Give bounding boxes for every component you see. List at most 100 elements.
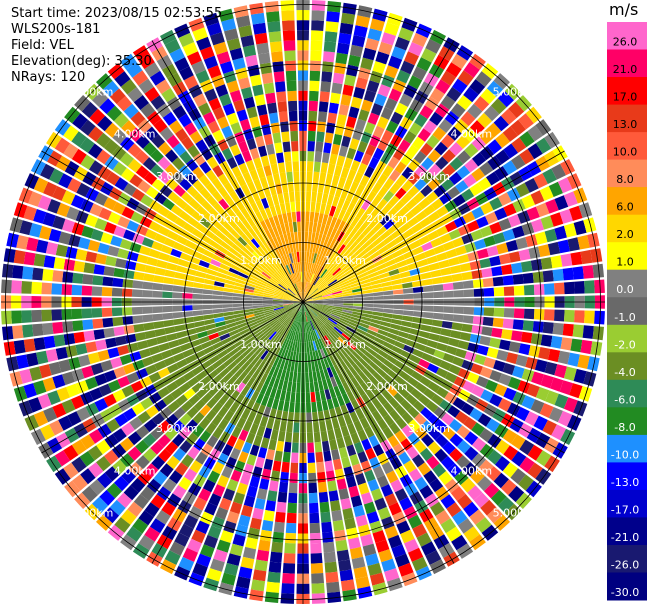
velocity-gate [332,72,345,85]
velocity-gate [157,225,170,237]
velocity-gate [219,367,230,378]
velocity-gate [354,441,364,454]
velocity-gate [329,315,340,322]
velocity-gate [383,177,395,190]
velocity-gate [261,324,271,333]
velocity-gate [66,206,80,221]
velocity-gate [249,589,264,602]
velocity-gate [329,439,338,451]
velocity-gate [198,488,212,502]
velocity-gate [306,181,312,192]
velocity-gate [303,302,313,305]
velocity-gate [477,476,493,492]
velocity-gate [376,226,387,237]
velocity-gate [215,363,227,374]
velocity-gate [419,376,432,387]
velocity-gate [193,315,204,322]
velocity-gate [373,296,384,300]
colorbar-tick-label: 1.0 [616,256,634,269]
velocity-gate [341,456,351,469]
velocity-gate [266,342,275,352]
velocity-gate [212,341,224,350]
velocity-gate [78,354,91,367]
velocity-gate [180,400,194,413]
velocity-gate [381,281,392,287]
velocity-gate [420,184,433,197]
velocity-gate [242,374,252,385]
velocity-gate [502,126,518,142]
velocity-gate [236,275,248,282]
velocity-gate [452,356,465,367]
velocity-gate [323,551,337,563]
velocity-gate [327,112,338,124]
velocity-gate [394,254,406,264]
velocity-gate [386,385,398,397]
velocity-gate [411,370,423,382]
velocity-gate [238,451,249,464]
velocity-gate [444,478,460,494]
velocity-gate [370,206,382,218]
velocity-gate [71,131,87,148]
velocity-gate [349,353,359,363]
velocity-gate [269,319,279,327]
velocity-gate [253,290,264,295]
velocity-gate [266,315,277,322]
velocity-gate [436,252,448,262]
velocity-gate [334,218,342,230]
velocity-gate [333,458,343,471]
velocity-gate [373,125,385,139]
velocity-gate [391,278,402,286]
velocity-gate [313,212,320,223]
velocity-gate [280,348,286,359]
colorbar-tick-label: 17.0 [613,91,638,104]
velocity-gate [470,363,483,375]
velocity-gate [182,246,194,256]
velocity-gate [295,392,301,403]
velocity-gate [228,247,239,257]
velocity-gate [40,163,55,180]
velocity-gate [293,302,303,305]
velocity-gate [567,173,582,190]
velocity-gate [183,75,199,90]
velocity-gate [206,22,222,36]
velocity-gate [408,547,424,562]
velocity-gate [194,276,205,284]
velocity-gate [242,546,257,560]
velocity-gate [312,304,323,308]
velocity-gate [364,426,375,438]
velocity-gate [401,166,414,180]
velocity-gate [199,187,211,200]
velocity-gate [355,184,365,196]
velocity-gate [439,233,452,244]
velocity-gate [454,470,469,486]
velocity-gate [179,342,192,352]
velocity-gate [117,375,130,388]
velocity-gate [368,218,379,229]
velocity-gate [309,381,315,393]
velocity-gate [342,346,352,356]
velocity-gate [336,114,347,126]
velocity-gate [182,311,194,318]
velocity-gate [278,326,286,336]
velocity-gate [249,517,262,530]
velocity-gate [137,180,151,193]
velocity-gate [303,302,310,310]
velocity-gate [272,299,283,302]
velocity-gate [343,265,353,274]
velocity-gate [174,272,186,280]
velocity-gate [464,143,479,158]
velocity-gate [261,395,269,407]
velocity-gate [333,364,342,375]
velocity-gate [455,411,469,424]
velocity-gate [381,74,395,88]
velocity-gate [400,192,413,205]
velocity-gate [521,222,535,236]
velocity-gate [266,143,275,155]
velocity-gate [341,287,352,293]
velocity-gate [260,244,269,254]
velocity-gate [178,210,191,222]
velocity-gate [283,303,294,307]
velocity-gate [263,510,275,522]
velocity-gate [185,240,197,250]
velocity-gate [386,470,399,484]
